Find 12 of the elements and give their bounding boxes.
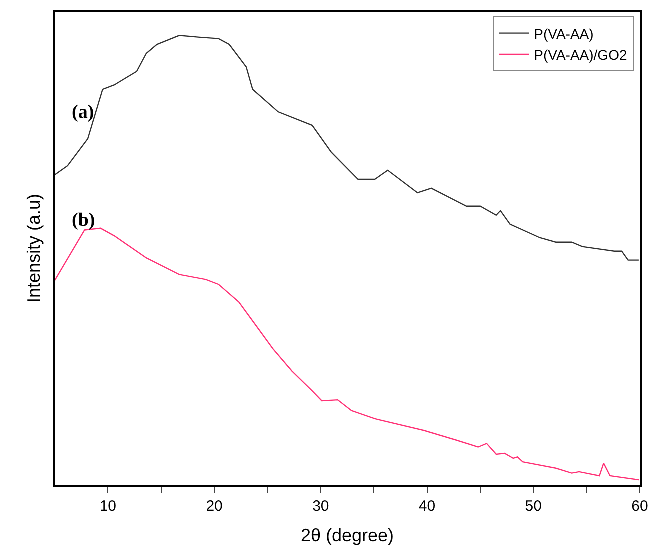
y-axis-title: Intensity (a.u) [24,194,44,304]
annotation: (b) [72,210,96,231]
x-axis-title: 2θ (degree) [300,525,394,546]
legend-label: P(VA-AA) [534,26,594,42]
x-tick-label: 50 [525,498,542,515]
x-tick-label: 10 [100,498,117,515]
x-tick-label: 40 [418,498,436,515]
annotation: (a) [72,102,94,123]
x-tick-label: 30 [312,498,330,515]
legend-label: P(VA-AA)/GO2 [534,46,628,63]
x-tick-label: 60 [632,498,648,515]
x-tick-label: 20 [206,498,223,515]
